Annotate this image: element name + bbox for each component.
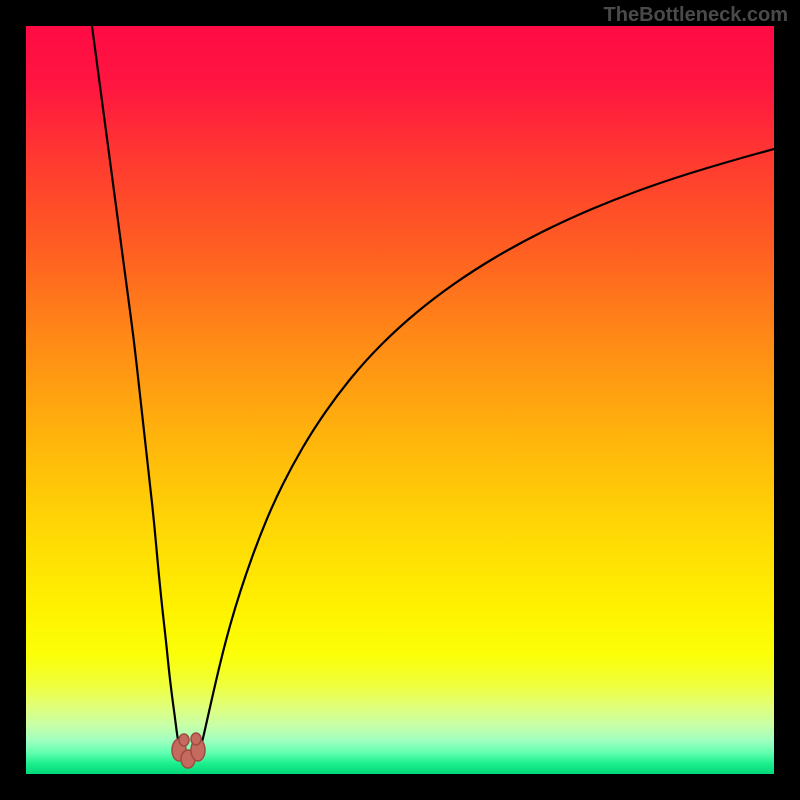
chart-curves [26,26,774,774]
plot-area [26,26,774,774]
curve-right-branch [201,149,774,746]
watermark-text: TheBottleneck.com [604,4,788,27]
curve-left-branch [92,26,179,746]
